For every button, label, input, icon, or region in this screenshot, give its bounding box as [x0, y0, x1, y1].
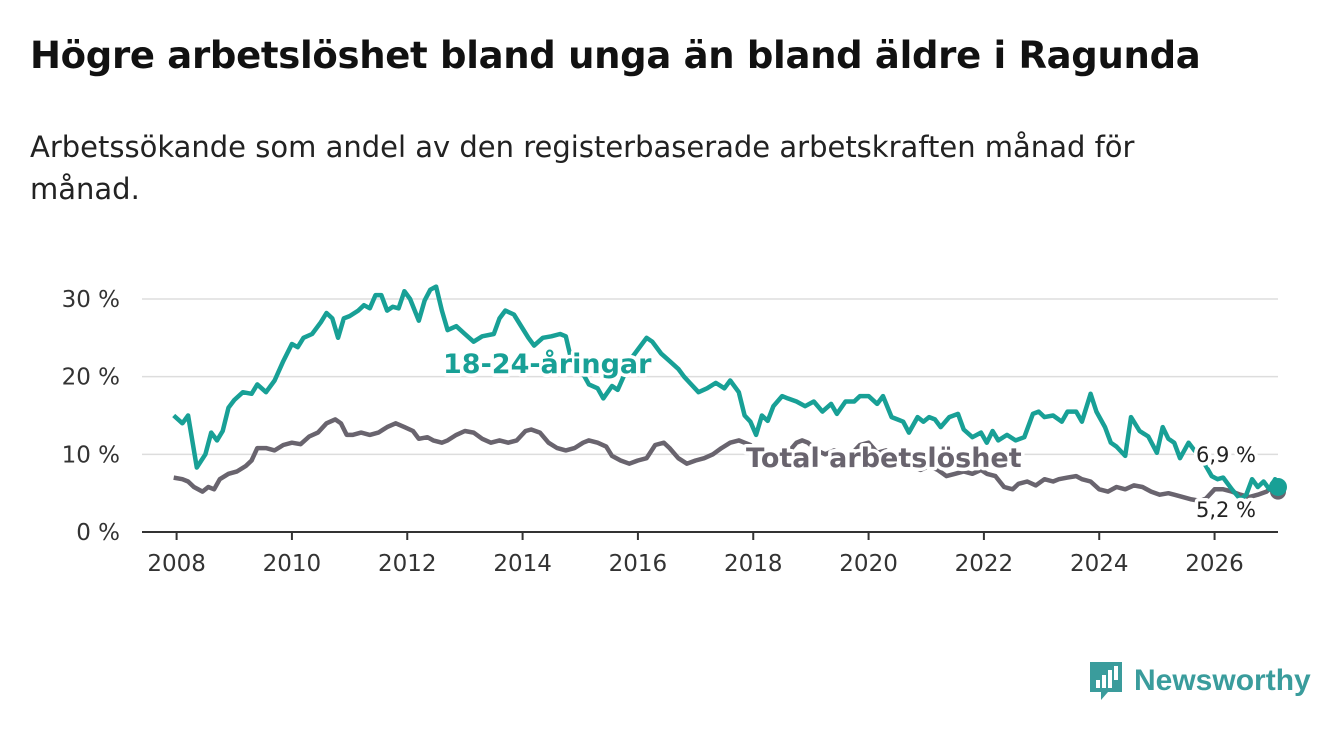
series-label-total-halo: Total arbetslöshet	[746, 443, 1022, 474]
y-tick-label: 10 %	[62, 442, 120, 468]
end-label-youth: 6,9 %	[1196, 443, 1256, 467]
x-tick-label: 2020	[839, 551, 898, 577]
chart-title: Högre arbetslöshet bland unga än bland ä…	[30, 34, 1201, 77]
x-tick-label: 2016	[609, 551, 668, 577]
newsworthy-logo: Newsworthy	[1088, 660, 1311, 702]
end-label-total: 5,2 %	[1196, 498, 1256, 522]
x-tick-label: 2010	[263, 551, 322, 577]
x-tick-label: 2024	[1070, 551, 1129, 577]
series-label-youth-halo: 18-24-åringar	[443, 348, 652, 380]
series-line-total	[173, 417, 1280, 504]
chart-subtitle: Arbetssökande som andel av den registerb…	[30, 130, 1135, 206]
y-tick-label: 0 %	[76, 520, 120, 546]
end-label-total-halo: 5,2 %	[1196, 498, 1256, 522]
newsworthy-logo-text: Newsworthy	[1134, 664, 1311, 697]
series-label-total: Total arbetslöshet	[746, 443, 1022, 474]
x-tick-label: 2014	[493, 551, 552, 577]
series-endpoint-youth	[1269, 477, 1287, 496]
series-line-youth	[172, 284, 1281, 502]
x-tick-label: 2012	[378, 551, 437, 577]
series-label-youth: 18-24-åringar	[443, 348, 652, 380]
series-lines	[172, 284, 1287, 504]
y-tick-label: 20 %	[62, 365, 120, 391]
axes: 0 % 10 % 20 % 30 % 2008 2010 2012 2014 2016 2018 2…	[62, 287, 1278, 577]
end-label-youth-halo: 6,9 %	[1196, 443, 1256, 467]
newsworthy-logo-icon	[1090, 662, 1122, 700]
x-tick-label: 2018	[724, 551, 783, 577]
y-tick-label: 30 %	[62, 287, 120, 313]
x-tick-label: 2008	[147, 551, 206, 577]
x-tick-label: 2026	[1185, 551, 1244, 577]
x-tick-label: 2022	[955, 551, 1014, 577]
